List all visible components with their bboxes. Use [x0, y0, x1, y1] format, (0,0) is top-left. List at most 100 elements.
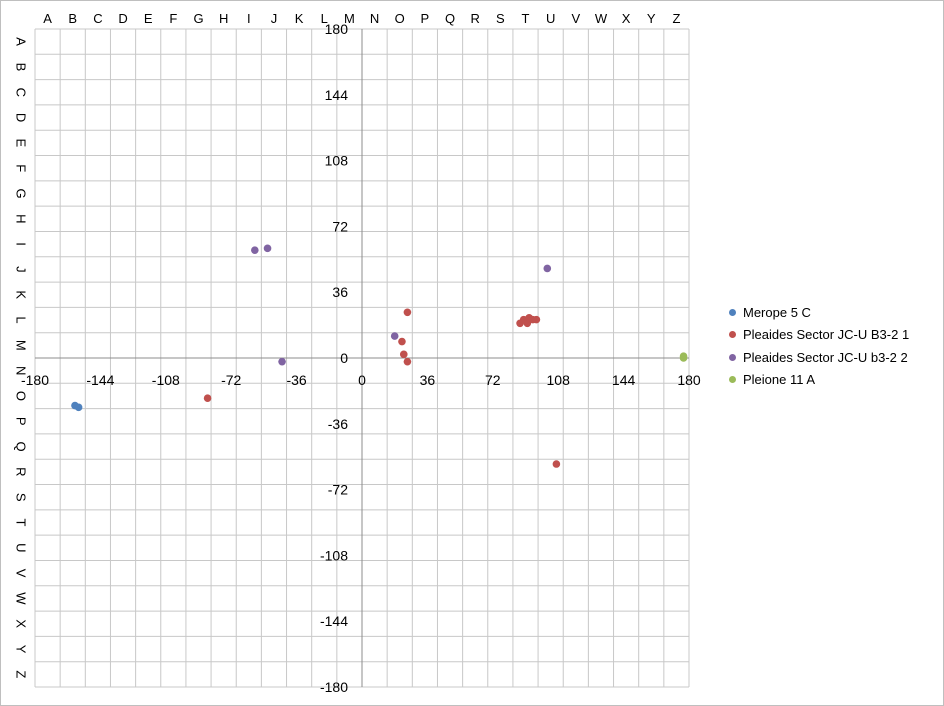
y-tick-label: -144	[320, 613, 348, 629]
data-point	[74, 403, 83, 412]
tick-labels: -180 -144 -108 -72 -36 0 36 72 108 144 180 180 144 10…	[21, 21, 701, 695]
data-point	[552, 460, 561, 468]
row-letter: B	[14, 63, 29, 72]
column-letter: I	[247, 11, 251, 26]
legend-label: Pleione 11 A	[743, 372, 816, 388]
data-point	[390, 332, 399, 340]
legend-item: Pleione 11 A	[729, 369, 909, 392]
data-point	[263, 244, 272, 253]
x-tick-label: 0	[358, 372, 366, 388]
y-tick-label: 144	[325, 87, 349, 103]
column-letter: G	[193, 11, 203, 26]
y-tick-label: 72	[332, 218, 348, 234]
column-letter: F	[169, 11, 177, 26]
axes	[35, 29, 689, 687]
y-tick-label: -180	[320, 679, 348, 695]
column-letter: B	[68, 11, 77, 26]
data-points	[71, 244, 688, 468]
y-tick-label: 108	[325, 153, 349, 169]
data-point	[203, 394, 212, 403]
row-letter: T	[14, 519, 29, 527]
row-letter: Z	[14, 670, 29, 678]
row-letter: Y	[14, 645, 29, 654]
column-letter: W	[595, 11, 608, 26]
y-tick-label: -72	[328, 482, 348, 498]
column-letter: S	[496, 11, 505, 26]
row-letter: U	[14, 543, 29, 552]
column-letter: V	[571, 11, 580, 26]
row-letter: N	[14, 366, 29, 375]
y-tick-label: 36	[332, 284, 348, 300]
column-letter: T	[522, 11, 530, 26]
column-letter: R	[470, 11, 479, 26]
row-letter: K	[14, 290, 29, 299]
x-tick-label: 72	[485, 372, 501, 388]
y-tick-label: -36	[328, 416, 348, 432]
data-point	[532, 315, 541, 324]
row-letter: P	[14, 417, 29, 426]
data-point	[278, 357, 286, 366]
row-letter: A	[14, 37, 29, 46]
legend-label: Pleaides Sector JC-U B3-2 1	[743, 327, 910, 343]
row-letter: H	[14, 214, 29, 223]
row-letter: M	[14, 340, 29, 351]
column-letter: C	[93, 11, 102, 26]
column-letter: X	[622, 11, 631, 26]
row-letter: J	[14, 266, 29, 273]
legend-item: Merope 5 C	[729, 301, 909, 324]
column-letter: N	[370, 11, 379, 26]
legend-item: Pleaides Sector JC-U b3-2 2	[729, 346, 909, 369]
row-letter: D	[14, 113, 29, 122]
row-letter: I	[14, 242, 29, 246]
legend-marker	[729, 376, 736, 384]
data-point	[403, 357, 412, 366]
data-point	[543, 264, 552, 273]
legend-item: Pleaides Sector JC-U B3-2 1	[729, 324, 909, 347]
column-letter: H	[219, 11, 228, 26]
data-point	[679, 354, 688, 362]
column-letter: Q	[445, 11, 455, 26]
legend-marker	[729, 353, 736, 361]
data-point	[399, 350, 408, 359]
column-letter: D	[118, 11, 127, 26]
row-letter: F	[14, 164, 29, 172]
column-letter: A	[43, 11, 52, 26]
x-tick-label: 36	[420, 372, 436, 388]
row-letter: W	[14, 592, 29, 605]
column-letter: Z	[672, 11, 680, 26]
legend-label: Pleaides Sector JC-U b3-2 2	[743, 349, 908, 365]
x-tick-label: -180	[21, 372, 49, 388]
x-tick-label: 144	[612, 372, 636, 388]
row-letter: S	[14, 493, 29, 502]
row-letter: E	[14, 139, 29, 148]
grid-letters: AABBCCDDEEFFGGHHIIJJKKLLMMNNOOPPQQRRSSTT…	[14, 11, 681, 678]
x-tick-label: -144	[86, 372, 114, 388]
data-point	[398, 337, 406, 346]
column-letter: J	[271, 11, 278, 26]
row-letter: O	[14, 391, 29, 401]
column-letter: E	[144, 11, 153, 26]
column-letter: Y	[647, 11, 656, 26]
legend-marker	[729, 331, 736, 339]
y-tick-label: 180	[325, 21, 349, 37]
x-tick-label: 108	[547, 372, 571, 388]
data-point	[403, 308, 412, 317]
row-letter: X	[14, 619, 29, 628]
column-letter: U	[546, 11, 555, 26]
legend-label: Merope 5 C	[743, 304, 811, 320]
column-letter: O	[395, 11, 405, 26]
data-point	[251, 246, 259, 254]
legend: Merope 5 C Pleaides Sector JC-U B3-2 1 Ple…	[729, 301, 909, 391]
y-tick-label: -108	[320, 547, 348, 563]
row-letter: R	[14, 467, 29, 476]
column-letter: M	[344, 11, 355, 26]
column-letter: K	[295, 11, 304, 26]
column-letter: P	[421, 11, 430, 26]
y-tick-label: 0	[340, 350, 348, 366]
row-letter: Q	[14, 442, 29, 452]
x-tick-label: -36	[286, 372, 306, 388]
row-letter: G	[14, 188, 29, 198]
column-letter: L	[321, 11, 328, 26]
